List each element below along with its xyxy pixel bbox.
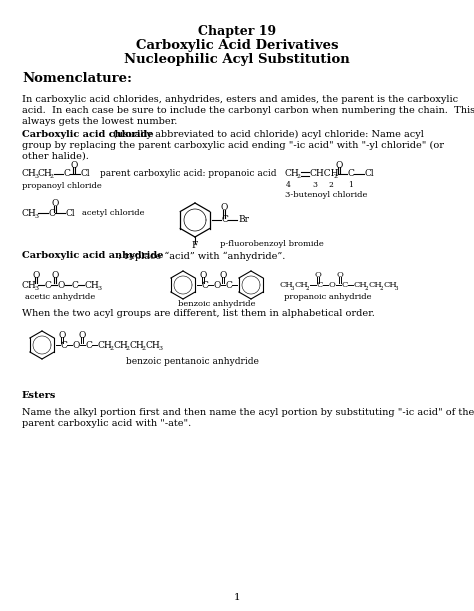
Text: acetic anhydride: acetic anhydride bbox=[25, 293, 95, 301]
Text: 4: 4 bbox=[285, 181, 291, 189]
Text: 2: 2 bbox=[142, 345, 146, 351]
Text: CHCH: CHCH bbox=[310, 169, 339, 178]
Text: C: C bbox=[61, 340, 68, 349]
Text: CH: CH bbox=[22, 169, 37, 178]
Text: O: O bbox=[51, 271, 59, 279]
Text: 2: 2 bbox=[365, 285, 368, 290]
Text: Carboxylic acid chloride: Carboxylic acid chloride bbox=[22, 130, 154, 139]
Text: Br: Br bbox=[238, 216, 249, 224]
Text: Carboxylic acid anhydride: Carboxylic acid anhydride bbox=[22, 252, 164, 260]
Text: benzoic anhydride: benzoic anhydride bbox=[178, 300, 256, 308]
Text: CH: CH bbox=[22, 280, 37, 290]
Text: benzoic pentanoic anhydride: benzoic pentanoic anhydride bbox=[126, 356, 259, 365]
Text: (usually abbreviated to acid chloride) acyl chloride: Name acyl: (usually abbreviated to acid chloride) a… bbox=[110, 130, 424, 139]
Text: O: O bbox=[337, 271, 344, 279]
Text: C: C bbox=[317, 281, 323, 289]
Text: O: O bbox=[32, 271, 40, 279]
Text: parent carboxylic acid with "-ate".: parent carboxylic acid with "-ate". bbox=[22, 419, 191, 428]
Text: 3-butenoyl chloride: 3-butenoyl chloride bbox=[285, 191, 367, 199]
Text: 3: 3 bbox=[34, 175, 38, 180]
Text: propanoic anhydride: propanoic anhydride bbox=[284, 293, 372, 301]
Text: other halide).: other halide). bbox=[22, 152, 89, 161]
Text: CH: CH bbox=[98, 340, 113, 349]
Text: always gets the lowest number.: always gets the lowest number. bbox=[22, 117, 177, 126]
Text: O: O bbox=[70, 161, 78, 169]
Text: C: C bbox=[72, 280, 79, 290]
Text: 2: 2 bbox=[328, 181, 333, 189]
Text: C: C bbox=[348, 169, 355, 178]
Text: O: O bbox=[329, 281, 336, 289]
Text: C: C bbox=[86, 340, 93, 349]
Text: Cl: Cl bbox=[365, 169, 374, 178]
Text: 2: 2 bbox=[297, 175, 301, 180]
Text: C: C bbox=[49, 208, 56, 218]
Text: CH: CH bbox=[85, 280, 100, 290]
Text: O: O bbox=[214, 280, 221, 290]
Text: 1: 1 bbox=[234, 593, 240, 602]
Text: Nucleophilic Acyl Substitution: Nucleophilic Acyl Substitution bbox=[124, 53, 350, 65]
Text: C: C bbox=[222, 216, 229, 224]
Text: CH: CH bbox=[280, 281, 294, 289]
Text: F: F bbox=[192, 241, 198, 251]
Text: In carboxylic acid chlorides, anhydrides, esters and amides, the parent is the c: In carboxylic acid chlorides, anhydrides… bbox=[22, 95, 458, 104]
Text: C: C bbox=[64, 169, 71, 178]
Text: O: O bbox=[315, 271, 321, 279]
Text: 2: 2 bbox=[334, 175, 338, 180]
Text: 2: 2 bbox=[306, 285, 310, 290]
Text: 2: 2 bbox=[50, 175, 54, 180]
Text: propanoyl chloride: propanoyl chloride bbox=[22, 182, 102, 190]
Text: 2: 2 bbox=[126, 345, 130, 351]
Text: O: O bbox=[199, 271, 207, 279]
Text: CH: CH bbox=[384, 281, 398, 289]
Text: 3: 3 bbox=[291, 285, 294, 290]
Text: group by replacing the parent carboxylic acid ending "-ic acid" with "-yl chlori: group by replacing the parent carboxylic… bbox=[22, 141, 444, 150]
Text: 3: 3 bbox=[312, 181, 318, 189]
Text: O: O bbox=[219, 271, 227, 279]
Text: C: C bbox=[202, 280, 209, 290]
Text: acetyl chloride: acetyl chloride bbox=[82, 209, 145, 217]
Text: C: C bbox=[45, 280, 52, 290]
Text: Esters: Esters bbox=[22, 392, 56, 400]
Text: acid.  In each case be sure to include the carbonyl carbon when numbering the ch: acid. In each case be sure to include th… bbox=[22, 106, 474, 115]
Text: 3: 3 bbox=[34, 213, 38, 219]
Text: C: C bbox=[342, 281, 348, 289]
Text: O: O bbox=[58, 331, 66, 340]
Text: CH: CH bbox=[114, 340, 129, 349]
Text: O: O bbox=[58, 280, 65, 290]
Text: O: O bbox=[335, 161, 343, 169]
Text: O: O bbox=[78, 331, 86, 340]
Text: Chapter 19: Chapter 19 bbox=[198, 26, 276, 38]
Text: O: O bbox=[73, 340, 81, 349]
Text: Carboxylic Acid Derivatives: Carboxylic Acid Derivatives bbox=[136, 40, 338, 53]
Text: O: O bbox=[51, 200, 59, 208]
Text: 3: 3 bbox=[34, 285, 38, 290]
Text: CH: CH bbox=[354, 281, 368, 289]
Text: CH: CH bbox=[295, 281, 309, 289]
Text: CH: CH bbox=[130, 340, 145, 349]
Text: 3: 3 bbox=[395, 285, 399, 290]
Text: O: O bbox=[220, 203, 228, 213]
Text: :: : bbox=[45, 392, 48, 400]
Text: 1: 1 bbox=[348, 181, 354, 189]
Text: p-fluorobenzoyl bromide: p-fluorobenzoyl bromide bbox=[220, 240, 324, 248]
Text: Name the alkyl portion first and then name the acyl portion by substituting "-ic: Name the alkyl portion first and then na… bbox=[22, 408, 474, 417]
Text: Nomenclature:: Nomenclature: bbox=[22, 71, 132, 84]
Text: 3: 3 bbox=[158, 345, 162, 351]
Text: When the two acyl groups are different, list them in alphabetical order.: When the two acyl groups are different, … bbox=[22, 310, 375, 318]
Text: CH: CH bbox=[146, 340, 161, 349]
Text: 2: 2 bbox=[110, 345, 114, 351]
Text: CH: CH bbox=[38, 169, 53, 178]
Text: CH: CH bbox=[285, 169, 300, 178]
Text: Cl: Cl bbox=[66, 208, 76, 218]
Text: : replace “acid” with “anhydride”.: : replace “acid” with “anhydride”. bbox=[118, 251, 285, 261]
Text: C: C bbox=[226, 280, 233, 290]
Text: 3: 3 bbox=[97, 285, 101, 290]
Text: Cl: Cl bbox=[81, 169, 91, 178]
Text: CH: CH bbox=[369, 281, 383, 289]
Text: CH: CH bbox=[22, 208, 37, 218]
Text: parent carboxylic acid: propanoic acid: parent carboxylic acid: propanoic acid bbox=[100, 169, 276, 178]
Text: 2: 2 bbox=[380, 285, 383, 290]
